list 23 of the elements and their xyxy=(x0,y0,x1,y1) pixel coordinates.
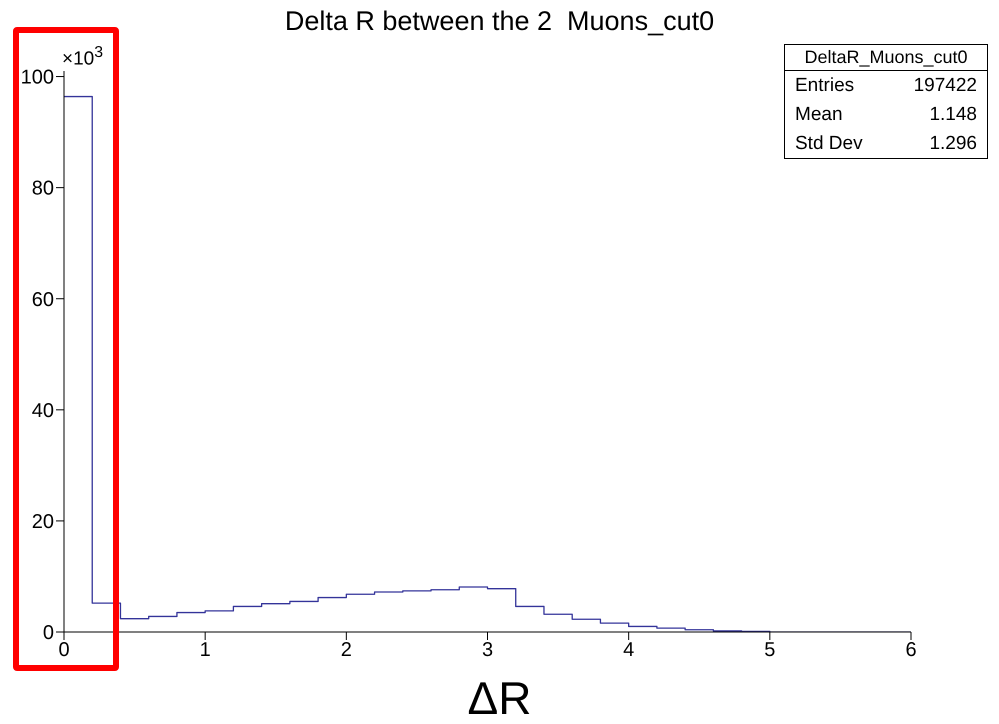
annotation: Std Dev xyxy=(795,132,863,156)
text: 1.296 xyxy=(929,132,977,156)
annotation: Entries xyxy=(795,74,854,98)
y-tick-label: 20 xyxy=(32,511,54,534)
y-tick-label: 80 xyxy=(32,178,54,200)
x-tick-label: 6 xyxy=(905,639,917,662)
text: 1.148 xyxy=(929,103,977,127)
text: ×10$^{3}$ xyxy=(62,44,104,70)
x-tick-label: 0 xyxy=(58,639,70,662)
text: 197422 xyxy=(914,74,977,98)
x-axis-title: ΔR xyxy=(466,672,532,724)
x-tick-label: 3 xyxy=(482,639,494,662)
chart-title: Delta R between the 2 Muons_cut0 xyxy=(284,6,716,37)
x-tick-label: 4 xyxy=(623,639,634,662)
y-tick-label: 0 xyxy=(42,622,54,644)
text: DeltaR_Muons_cut0 xyxy=(785,45,987,71)
annotation: Mean xyxy=(795,103,843,127)
x-tick-label: 5 xyxy=(764,639,776,662)
y-tick-label: 40 xyxy=(32,400,54,422)
x-tick-label: 2 xyxy=(340,639,352,662)
x-tick-label: 1 xyxy=(200,639,211,662)
y-tick-label: 100 xyxy=(20,66,54,89)
y-tick-label: 60 xyxy=(32,288,54,311)
